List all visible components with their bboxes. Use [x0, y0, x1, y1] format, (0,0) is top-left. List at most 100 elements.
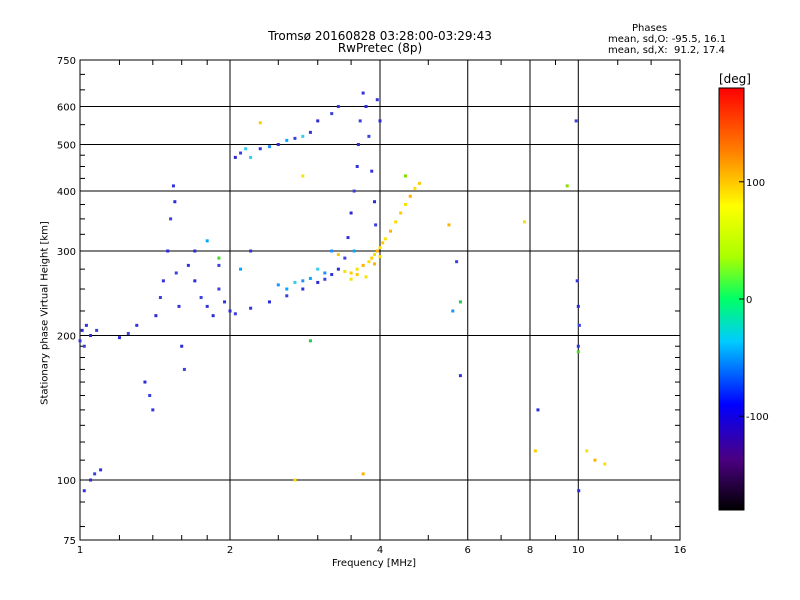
x-tick-label: 1	[77, 545, 83, 556]
data-point	[217, 287, 221, 291]
stats-line-o: mean, sd,O: -95.5, 16.1	[608, 34, 727, 45]
data-point	[356, 143, 360, 147]
data-point	[323, 271, 327, 275]
data-point	[126, 331, 130, 335]
y-tick-label: 600	[57, 103, 76, 114]
data-point	[84, 323, 88, 327]
data-point	[258, 147, 262, 151]
data-point	[276, 143, 280, 147]
data-point	[383, 237, 387, 241]
data-point	[308, 276, 312, 280]
data-point	[458, 300, 462, 304]
data-point	[82, 489, 86, 493]
y-tick-label: 100	[57, 476, 76, 487]
data-point	[603, 462, 607, 466]
data-point	[249, 155, 253, 159]
data-point	[370, 169, 374, 173]
y-tick-label: 75	[63, 536, 76, 547]
data-point	[336, 105, 340, 109]
data-point	[78, 339, 82, 343]
data-point	[199, 296, 203, 300]
data-point	[182, 367, 186, 371]
data-point	[355, 273, 359, 277]
chart-subtitle: RwPretec (8p)	[337, 41, 423, 55]
data-point	[143, 380, 147, 384]
data-point	[89, 478, 93, 482]
data-point	[323, 277, 327, 281]
data-point	[154, 314, 158, 318]
data-point	[343, 269, 347, 273]
data-point	[89, 334, 93, 338]
data-point	[158, 296, 162, 300]
x-tick-label: 8	[527, 545, 533, 556]
data-point	[180, 344, 184, 348]
data-point	[148, 394, 152, 398]
data-point	[174, 271, 178, 275]
data-point	[217, 263, 221, 267]
x-tick-label: 16	[674, 545, 687, 556]
data-point	[217, 256, 221, 260]
data-point	[361, 472, 365, 476]
data-point	[171, 184, 175, 188]
data-point	[355, 164, 359, 168]
data-point	[349, 211, 353, 215]
plot-frame	[79, 59, 681, 541]
data-point	[375, 98, 379, 102]
data-point	[285, 294, 289, 298]
data-point	[447, 223, 451, 227]
data-point	[370, 256, 374, 260]
data-point	[249, 306, 253, 310]
data-point	[361, 263, 365, 267]
y-tick-label: 300	[57, 247, 76, 258]
colorbar-tick-label: 100	[746, 178, 765, 189]
data-point	[267, 300, 271, 304]
data-point	[575, 279, 579, 283]
y-tick-label: 200	[57, 332, 76, 343]
data-point	[352, 249, 356, 253]
data-point	[169, 217, 173, 221]
data-point	[451, 309, 455, 313]
y-tick-label: 750	[57, 56, 76, 67]
data-point	[80, 328, 84, 332]
colorbar-tick-label: 0	[746, 295, 752, 306]
data-point	[336, 253, 340, 257]
data-point	[161, 279, 165, 283]
x-tick-label: 10	[572, 545, 585, 556]
data-point	[408, 194, 412, 198]
data-point	[95, 328, 99, 332]
data-point	[285, 138, 289, 142]
data-point	[533, 449, 537, 453]
data-point	[389, 229, 393, 233]
y-tick-label: 500	[57, 141, 76, 152]
data-point	[378, 255, 382, 259]
data-point	[293, 136, 297, 140]
data-point	[330, 112, 334, 116]
data-point	[293, 280, 297, 284]
data-point	[239, 267, 243, 271]
data-point	[536, 408, 540, 412]
data-point	[349, 271, 353, 275]
data-point	[249, 249, 253, 253]
data-point	[364, 275, 368, 279]
x-axis-label: Frequency [MHz]	[332, 558, 417, 569]
data-point	[239, 151, 243, 155]
data-point	[301, 134, 305, 138]
data-point	[585, 449, 589, 453]
data-point	[576, 304, 580, 308]
data-point	[374, 223, 378, 227]
data-point	[330, 273, 334, 277]
data-point	[394, 220, 398, 224]
data-point	[166, 249, 170, 253]
colorbar-tick-label: -100	[746, 412, 769, 423]
data-point	[93, 472, 97, 476]
data-point	[186, 263, 190, 267]
data-point	[361, 91, 365, 95]
data-point	[458, 374, 462, 378]
data-point	[355, 267, 359, 271]
colorbar-label: [deg]	[719, 72, 751, 86]
data-point	[308, 339, 312, 343]
data-point	[574, 119, 578, 123]
data-point	[565, 184, 569, 188]
data-point	[211, 314, 215, 318]
